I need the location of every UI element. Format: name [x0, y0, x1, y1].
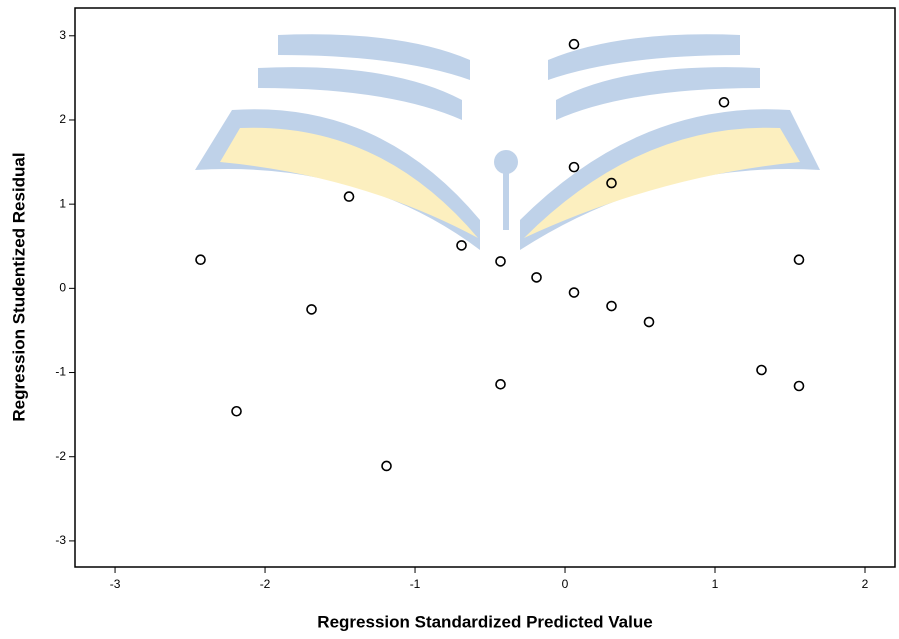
x-tick-label: -1	[410, 577, 421, 591]
point	[570, 288, 579, 297]
y-tick-label: -2	[55, 449, 66, 463]
point	[496, 257, 505, 266]
x-axis-title: Regression Standardized Predicted Value	[317, 612, 652, 631]
plot-frame	[75, 8, 895, 567]
y-axis-title: Regression Studentized Residual	[9, 152, 28, 421]
x-tick-label: 2	[862, 577, 869, 591]
watermark	[195, 34, 820, 250]
point	[532, 273, 541, 282]
y-tick-label: -3	[55, 533, 66, 547]
point	[457, 241, 466, 250]
point	[607, 302, 616, 311]
point	[307, 305, 316, 314]
y-tick-label: 0	[59, 281, 66, 295]
point	[795, 255, 804, 264]
x-tick-label: -3	[110, 577, 121, 591]
x-tick-label: 0	[562, 577, 569, 591]
point	[232, 407, 241, 416]
point	[196, 255, 205, 264]
point	[570, 40, 579, 49]
point	[496, 380, 505, 389]
point	[757, 366, 766, 375]
y-tick-label: 1	[59, 196, 66, 210]
point	[645, 318, 654, 327]
point	[795, 381, 804, 390]
y-tick-label: 2	[59, 112, 66, 126]
point	[345, 192, 354, 201]
y-tick-label: 3	[59, 28, 66, 42]
chart: Regression Standardized Predicted Value …	[0, 0, 899, 639]
x-tick-label: -2	[260, 577, 271, 591]
point	[720, 98, 729, 107]
x-tick-label: 1	[712, 577, 719, 591]
point	[570, 163, 579, 172]
point	[382, 461, 391, 470]
y-tick-label: -1	[55, 365, 66, 379]
page: Regression Standardized Predicted Value …	[0, 0, 899, 639]
